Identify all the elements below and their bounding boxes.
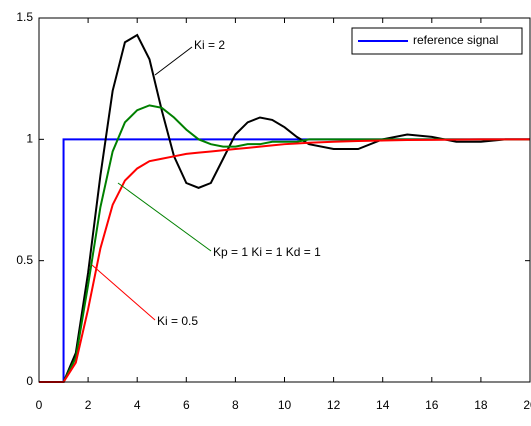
- plot-frame: [38, 17, 531, 383]
- x-tick-label: 12: [327, 398, 341, 412]
- annotation: Kp = 1 Ki = 1 Kd = 1: [213, 245, 321, 259]
- y-tick-label: 0: [26, 374, 33, 388]
- x-tick-label: 20: [523, 398, 531, 412]
- annotation-leader: [117, 182, 212, 252]
- x-tick-label: 18: [474, 398, 488, 412]
- annotation-leader: [91, 264, 156, 321]
- x-tick-label: 4: [134, 398, 141, 412]
- annotation: Ki = 0.5: [157, 314, 198, 328]
- annotation: Ki = 2: [194, 38, 225, 52]
- line-series: [39, 33, 530, 383]
- y-tick-label: 0.5: [16, 253, 33, 267]
- x-tick-label: 2: [85, 398, 92, 412]
- y-tick-label: 1.5: [16, 10, 33, 24]
- legend-label: reference signal: [413, 33, 498, 47]
- x-tick-label: 10: [278, 398, 292, 412]
- x-tick-label: 14: [376, 398, 390, 412]
- x-tick-label: 0: [36, 398, 43, 412]
- y-tick-label: 1: [26, 132, 33, 146]
- annotation-leader: [154, 46, 193, 76]
- line-series: [39, 138, 530, 383]
- x-tick-label: 16: [425, 398, 439, 412]
- x-tick-label: 6: [183, 398, 190, 412]
- x-tick-label: 8: [232, 398, 239, 412]
